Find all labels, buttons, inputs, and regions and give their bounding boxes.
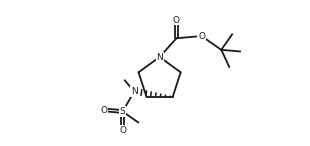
Text: O: O [198, 32, 205, 41]
Text: S: S [120, 107, 126, 116]
Text: N: N [156, 53, 163, 61]
Text: O: O [173, 16, 180, 25]
Text: N: N [131, 87, 138, 96]
Text: O: O [119, 126, 126, 135]
Text: O: O [101, 106, 108, 115]
